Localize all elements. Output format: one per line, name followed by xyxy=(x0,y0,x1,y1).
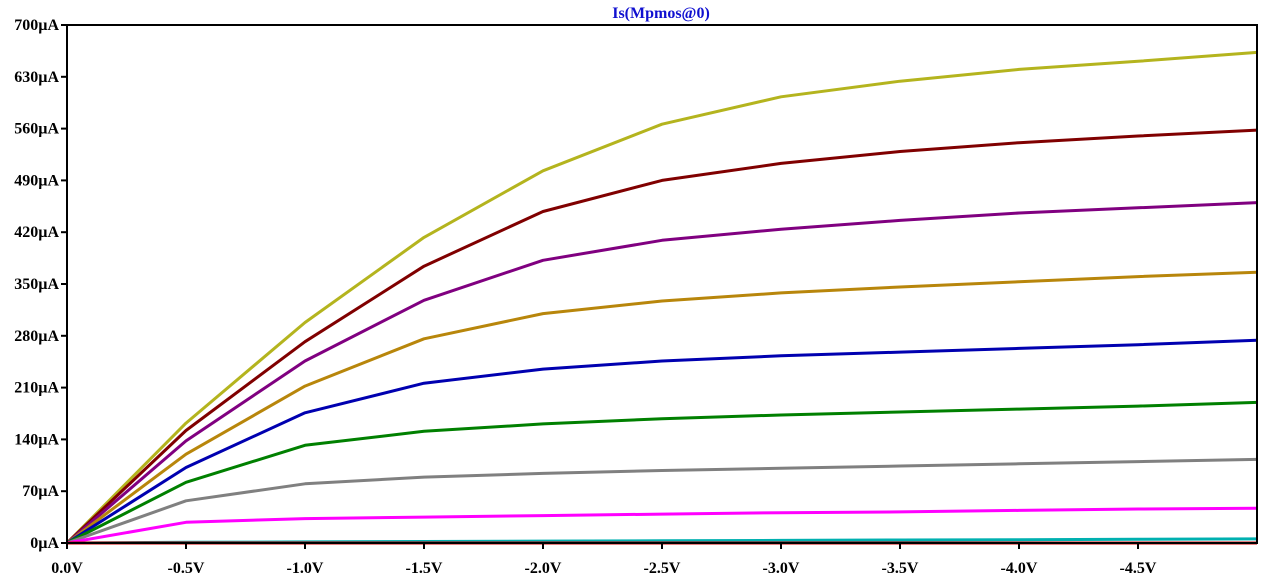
y-tick-label: 140µA xyxy=(14,431,59,448)
series-line-5 xyxy=(66,338,1258,545)
series-line-2 xyxy=(65,128,1258,545)
x-tick-label: -2.0V xyxy=(525,560,562,577)
x-tick-label: -2.5V xyxy=(644,560,681,577)
x-tick-label: 0.0V xyxy=(51,560,83,577)
x-tick-label: -1.0V xyxy=(287,560,324,577)
y-tick-label: 210µA xyxy=(14,380,59,397)
curves-layer xyxy=(65,50,1258,545)
y-tick-label: 560µA xyxy=(14,121,59,138)
x-tick-label: -4.0V xyxy=(1001,560,1038,577)
series-line-3 xyxy=(66,201,1258,545)
y-tick-label: 0µA xyxy=(30,535,59,552)
x-tick-label: -3.5V xyxy=(882,560,919,577)
y-tick-label: 280µA xyxy=(14,328,59,345)
chart-title: Is(Mpmos@0) xyxy=(612,5,710,22)
series-line-4 xyxy=(66,270,1258,545)
x-tick-label: -1.5V xyxy=(406,560,443,577)
y-tick-label: 700µA xyxy=(14,17,59,34)
y-tick-label: 70µA xyxy=(22,483,59,500)
y-tick-label: 630µA xyxy=(14,69,59,86)
series-line-7 xyxy=(66,457,1258,545)
y-tick-label: 420µA xyxy=(14,224,59,241)
x-tick-label: -4.5V xyxy=(1120,560,1157,577)
y-tick-label: 490µA xyxy=(14,172,59,189)
x-tick-label: -3.0V xyxy=(763,560,800,577)
y-axis: 0µA 70µA 140µA 210µA 280µA 350µA 420µA 490µA 560… xyxy=(14,17,67,552)
x-axis: 0.0V -0.5V -1.0V -1.5V -2.0V -2.5V -3.0V -3.5V -… xyxy=(51,543,1157,577)
series-line-8 xyxy=(66,506,1258,545)
series-line-1 xyxy=(65,50,1258,545)
y-tick-label: 350µA xyxy=(14,276,59,293)
series-line-6 xyxy=(66,400,1258,545)
x-tick-label: -0.5V xyxy=(168,560,205,577)
